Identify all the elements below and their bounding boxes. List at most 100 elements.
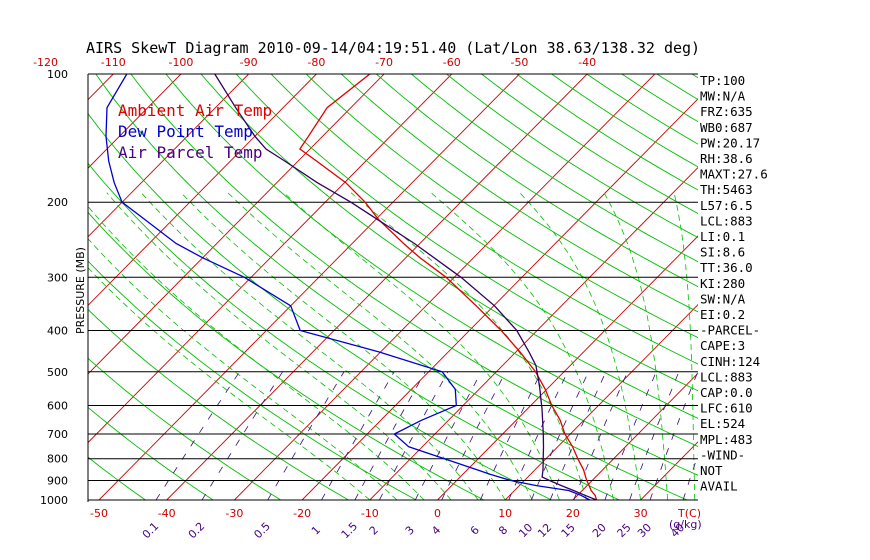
bottom-temp-tick-label: -30 — [225, 507, 243, 520]
isotherm-line — [88, 74, 317, 307]
dry-adiabat-line — [130, 74, 698, 476]
axes — [87, 73, 698, 502]
stats-panel-item: AVAIL — [700, 479, 738, 494]
mixing-ratio-label: 3 — [403, 523, 417, 537]
moist-adiabat-line — [430, 192, 614, 500]
mixing-ratio-line — [155, 371, 240, 500]
temp-unit-label: T(C) — [677, 507, 701, 520]
pressure-tick-label: 800 — [47, 453, 68, 466]
dry-adiabat-line — [411, 74, 698, 263]
dry-adiabat-line — [88, 260, 417, 500]
moist-adiabat-line — [106, 192, 452, 500]
isotherm-line — [88, 74, 182, 169]
stats-panel-item: CAP:0.0 — [700, 385, 753, 400]
mixing-ratio-label: 0.1 — [140, 520, 162, 542]
stats-panel-item: MAXT:27.6 — [700, 167, 768, 182]
top-temp-tick-label: -100 — [168, 56, 193, 69]
bottom-temp-tick-label: -50 — [90, 507, 108, 520]
pressure-tick-label: 300 — [47, 271, 68, 284]
mixing-ratio-label: 6 — [468, 523, 482, 537]
isotherm-line — [572, 372, 698, 500]
stats-panel-item: FRZ:635 — [700, 104, 753, 119]
mixing-ratio-label: 1.5 — [339, 520, 361, 542]
stats-panel-item: CAPE:3 — [700, 338, 745, 353]
mixing-ratio-label: 1 — [309, 523, 323, 537]
moist-adiabat-line — [603, 192, 669, 500]
stats-panel-item: MW:N/A — [700, 89, 746, 104]
bottom-temp-tick-label: -40 — [158, 507, 176, 520]
pressure-tick-label: 400 — [47, 324, 68, 337]
dry-adiabat-line — [200, 74, 698, 419]
dry-adiabat-line — [270, 74, 698, 365]
mixing-ratio-line — [573, 371, 628, 500]
top-temp-tick-label: -70 — [375, 56, 393, 69]
legend-air-parcel-temp: Air Parcel Temp — [118, 143, 263, 162]
stats-panel-item: MPL:483 — [700, 432, 753, 447]
mixing-ratio-line — [649, 371, 698, 500]
stats-panel-item: PW:20.17 — [700, 135, 760, 150]
mixing-ratio-line — [321, 371, 395, 500]
top-temp-tick-label: -120 — [33, 56, 58, 69]
dry-adiabat-line — [88, 162, 552, 500]
dry-adiabat-line — [446, 74, 698, 239]
pressure-tick-label: 100 — [47, 68, 68, 81]
bottom-temp-tick-label: 30 — [634, 507, 648, 520]
top-temp-tick-label: -60 — [443, 56, 461, 69]
mixing-ratio-label: 30 — [635, 521, 654, 540]
mixing-ratio-label: 20 — [590, 521, 609, 540]
stats-panel-item: TT:36.0 — [700, 260, 753, 275]
dry-adiabat-line — [88, 406, 214, 500]
mixing-ratio-line — [354, 371, 426, 500]
stats-panel: TP:100MW:N/AFRZ:635WB0:687PW:20.17RH:38.… — [700, 73, 768, 494]
pressure-tick-label: 700 — [47, 428, 68, 441]
mixing-ratio-line — [479, 371, 542, 500]
dry-adiabat-line — [88, 211, 485, 500]
stats-panel-item: EL:524 — [700, 416, 745, 431]
mixing-ratio-line — [530, 371, 589, 500]
dry-adiabat-line — [88, 357, 282, 500]
mixing-ratio-label: 10 — [516, 521, 535, 540]
mixing-ratio-label: 8 — [496, 523, 510, 537]
moist-adiabat-line — [140, 192, 479, 500]
stats-panel-item: TP:100 — [700, 73, 745, 88]
legend: Ambient Air Temp Dew Point Temp Air Parc… — [118, 101, 272, 162]
isotherm-line — [301, 98, 698, 500]
stats-panel-item: L57:6.5 — [700, 198, 753, 213]
mixing-ratio-line — [441, 371, 507, 500]
dry-adiabat-line — [165, 74, 698, 448]
isotherm-line — [88, 74, 249, 238]
stats-panel-item: NOT — [700, 463, 723, 478]
top-temp-tick-label: -90 — [240, 56, 258, 69]
dry-adiabat-line — [88, 308, 349, 500]
dry-adiabat-line — [340, 74, 698, 313]
legend-dew-point-temp: Dew Point Temp — [118, 122, 253, 141]
stats-panel-item: LCL:883 — [700, 213, 753, 228]
dry-adiabat-line — [376, 74, 698, 288]
series-air-parcel-temp — [214, 74, 597, 500]
isotherm-line — [234, 74, 656, 500]
stats-panel-item: SI:8.6 — [700, 245, 745, 260]
bottom-temp-tick-label: -20 — [293, 507, 311, 520]
stats-panel-item: CINH:124 — [700, 354, 760, 369]
bottom-temp-tick-label: 0 — [434, 507, 441, 520]
mixing-ratio-line — [682, 453, 698, 500]
moist-adiabat-line — [350, 192, 587, 500]
mixing-ratio-unit-label: (g/kg) — [669, 518, 702, 531]
top-temp-tick-label: -110 — [101, 56, 126, 69]
mixing-ratio-line — [267, 371, 345, 500]
pressure-tick-label: 900 — [47, 475, 68, 488]
series-dew-point-temp — [105, 74, 591, 500]
isotherm-line — [437, 235, 698, 500]
stats-panel-item: LCL:883 — [700, 369, 753, 384]
mixing-ratio-label: 15 — [559, 521, 578, 540]
stats-panel-item: WB0:687 — [700, 120, 753, 135]
stats-panel-item: EI:0.2 — [700, 307, 745, 322]
dry-adiabat-line — [305, 74, 698, 339]
mixing-ratio-label: 25 — [615, 521, 634, 540]
moist-adiabat-line — [88, 238, 398, 500]
mixing-ratio-label: 0.2 — [186, 520, 208, 542]
mixing-ratio-label: 0.5 — [251, 520, 273, 542]
mixing-ratio-line — [414, 371, 482, 500]
